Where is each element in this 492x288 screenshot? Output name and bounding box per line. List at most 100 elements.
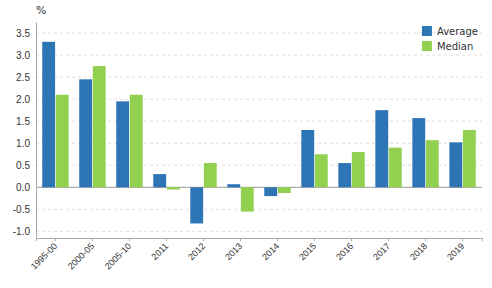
x-tick-mark: [462, 238, 463, 241]
x-tick: 2013: [223, 238, 244, 262]
x-tick-label: 2017: [371, 241, 392, 262]
x-tick-mark: [129, 238, 130, 241]
y-tick: 1.5: [16, 116, 36, 127]
y-tick: 1.0: [16, 138, 36, 149]
y-axis-line: [36, 23, 37, 239]
bar: [301, 130, 314, 187]
bar: [153, 174, 166, 187]
bar: [412, 118, 425, 187]
x-tick-mark: [351, 238, 352, 241]
grid: [36, 33, 482, 231]
y-tick: 3.0: [16, 50, 36, 61]
x-tick: 2016: [334, 238, 355, 262]
y-tick-label: -1.0: [13, 226, 31, 237]
y-tick-label: -0.5: [13, 204, 31, 215]
x-tick: 2012: [186, 238, 207, 262]
legend-label: Average: [437, 26, 478, 37]
x-tick-label: 1995-00: [29, 241, 59, 271]
bar: [130, 95, 143, 188]
y-tick: 0.5: [16, 160, 36, 171]
bar: [315, 154, 328, 187]
bar: [389, 148, 402, 188]
bar: [93, 66, 106, 187]
y-tick-label: 3.0: [16, 50, 30, 61]
x-axis: 1995-002000-052005-10 2011 2012 2013 2014 201…: [29, 238, 483, 271]
bar: [190, 187, 203, 223]
bar: [264, 187, 277, 196]
y-tick-label: 0.5: [16, 160, 30, 171]
series-bars: [42, 42, 462, 224]
legend: Average Median: [422, 26, 478, 52]
x-tick: 2018: [408, 238, 429, 262]
x-tick-label: 2019: [445, 241, 466, 262]
legend-item: Median: [422, 41, 473, 52]
legend-swatch: [422, 26, 432, 36]
legend-label: Median: [437, 41, 473, 52]
grid-line: [36, 55, 482, 56]
x-tick-mark: [240, 238, 241, 241]
bar: [227, 184, 240, 187]
x-tick-label: 2016: [334, 241, 355, 262]
bar: [426, 140, 439, 187]
y-tick: -0.5: [13, 204, 36, 215]
y-tick-label: 1.0: [16, 138, 30, 149]
bar: [338, 163, 351, 187]
bar: [167, 187, 180, 189]
x-tick: 2014: [260, 238, 281, 262]
bar: [116, 101, 129, 187]
x-tick: 2015: [297, 238, 318, 262]
legend-item: Average: [422, 26, 478, 37]
y-tick: -1.0: [13, 226, 36, 237]
x-tick-label: 2000-05: [66, 241, 96, 271]
x-tick-label: 2013: [223, 241, 244, 262]
chart: -1.0-0.50.00.51.01.52.02.53.03.51995-002…: [0, 0, 492, 288]
y-tick: 0.0: [16, 182, 36, 193]
bar: [241, 187, 254, 211]
grid-line: [36, 231, 482, 232]
x-tick: 2005-10: [103, 238, 133, 271]
x-tick-label: 2011: [149, 241, 170, 262]
x-tick-mark: [92, 238, 93, 241]
y-axis-label: %: [36, 4, 46, 17]
x-tick-mark: [166, 238, 167, 241]
plot: -1.0-0.50.00.51.01.52.02.53.03.51995-002…: [13, 4, 483, 271]
bar: [79, 79, 92, 187]
x-axis-line: [37, 239, 483, 242]
x-tick-label: 2012: [186, 241, 207, 262]
x-tick-mark: [314, 238, 315, 241]
series-bars: [56, 66, 476, 211]
y-tick-label: 3.5: [16, 28, 30, 39]
y-tick-label: 2.5: [16, 72, 30, 83]
y-tick-label: 2.0: [16, 94, 30, 105]
bar: [449, 142, 462, 187]
x-tick-mark: [277, 238, 278, 241]
x-tick: 2000-05: [66, 238, 96, 271]
bar: [204, 163, 217, 187]
grid-line: [36, 33, 482, 34]
x-tick-mark: [388, 238, 389, 241]
x-tick: 1995-00: [29, 238, 59, 271]
bar: [463, 130, 476, 187]
x-tick: 2017: [371, 238, 392, 262]
x-tick-label: 2015: [297, 241, 318, 262]
y-tick-label: 0.0: [16, 182, 30, 193]
y-axis: -1.0 -0.5 0.0 0.5 1.0 1.5 2.0 2.5 3.0 3.5: [13, 23, 37, 239]
bar: [56, 95, 69, 188]
y-tick-label: 1.5: [16, 116, 30, 127]
x-tick-mark: [55, 238, 56, 241]
bar: [42, 42, 55, 187]
x-tick-mark: [203, 238, 204, 241]
x-tick: 2019: [445, 238, 466, 262]
x-tick-mark: [425, 238, 426, 241]
bars: [42, 42, 476, 224]
bar: [352, 152, 365, 187]
y-tick: 2.0: [16, 94, 36, 105]
x-tick: 2011: [149, 238, 170, 262]
grid-line: [36, 209, 482, 210]
x-tick-label: 2014: [260, 241, 281, 262]
x-tick-label: 2005-10: [103, 241, 133, 271]
bar: [375, 110, 388, 187]
bar: [278, 187, 291, 193]
x-tick-label: 2018: [408, 241, 429, 262]
y-tick: 2.5: [16, 72, 36, 83]
